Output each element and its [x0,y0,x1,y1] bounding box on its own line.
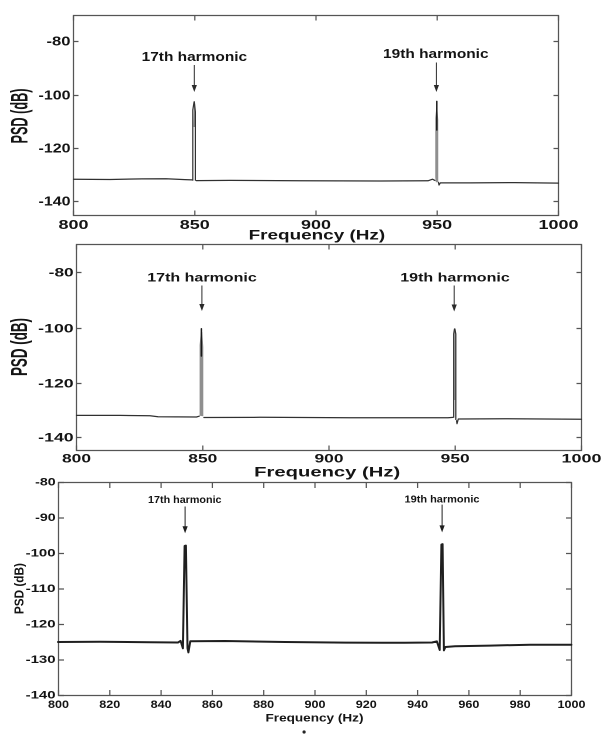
svg-text:900: 900 [305,699,326,711]
svg-text:Frequency (Hz): Frequency (Hz) [249,227,386,242]
svg-text:900: 900 [301,217,331,232]
svg-text:950: 950 [441,452,470,466]
svg-text:880: 880 [253,699,274,711]
svg-text:-120: -120 [39,141,71,156]
svg-text:1000: 1000 [558,699,586,711]
svg-text:-140: -140 [39,194,71,209]
svg-text:PSD (dB): PSD (dB) [12,563,27,614]
svg-text:-110: -110 [26,583,56,595]
svg-text:800: 800 [62,452,91,466]
svg-text:840: 840 [151,699,172,711]
svg-text:19th harmonic: 19th harmonic [400,273,510,285]
svg-text:950: 950 [422,217,452,232]
svg-text:17th harmonic: 17th harmonic [142,50,248,64]
svg-text:-90: -90 [35,512,56,524]
svg-text:PSD (dB): PSD (dB) [8,89,34,144]
svg-text:-80: -80 [35,477,56,489]
svg-text:-120: -120 [38,377,74,391]
svg-text:-80: -80 [47,34,71,49]
svg-text:Frequency (Hz): Frequency (Hz) [254,465,400,480]
svg-text:19th harmonic: 19th harmonic [383,47,489,61]
svg-text:-130: -130 [26,654,56,666]
svg-text:920: 920 [356,699,377,711]
svg-text:900: 900 [315,452,344,466]
svg-text:-120: -120 [26,619,56,631]
svg-text:850: 850 [188,452,217,466]
svg-text:800: 800 [48,699,69,711]
svg-text:-100: -100 [38,322,74,336]
svg-text:Frequency (Hz): Frequency (Hz) [266,712,364,724]
svg-text:19th harmonic: 19th harmonic [405,494,480,506]
svg-text:940: 940 [407,699,428,711]
svg-text:-100: -100 [39,88,71,103]
svg-text:-80: -80 [49,266,74,280]
svg-text:PSD (dB): PSD (dB) [6,318,32,376]
svg-text:17th harmonic: 17th harmonic [147,273,257,285]
svg-text:-140: -140 [26,690,56,702]
svg-text:860: 860 [202,699,223,711]
svg-text:980: 980 [510,699,531,711]
svg-text:-140: -140 [38,431,74,445]
svg-text:800: 800 [59,217,89,232]
svg-text:820: 820 [99,699,120,711]
svg-text:850: 850 [180,217,210,232]
svg-text:1000: 1000 [539,217,579,232]
svg-text:960: 960 [458,699,479,711]
svg-text:17th harmonic: 17th harmonic [148,494,222,506]
svg-text:1000: 1000 [562,452,602,466]
svg-text:-100: -100 [26,548,56,560]
